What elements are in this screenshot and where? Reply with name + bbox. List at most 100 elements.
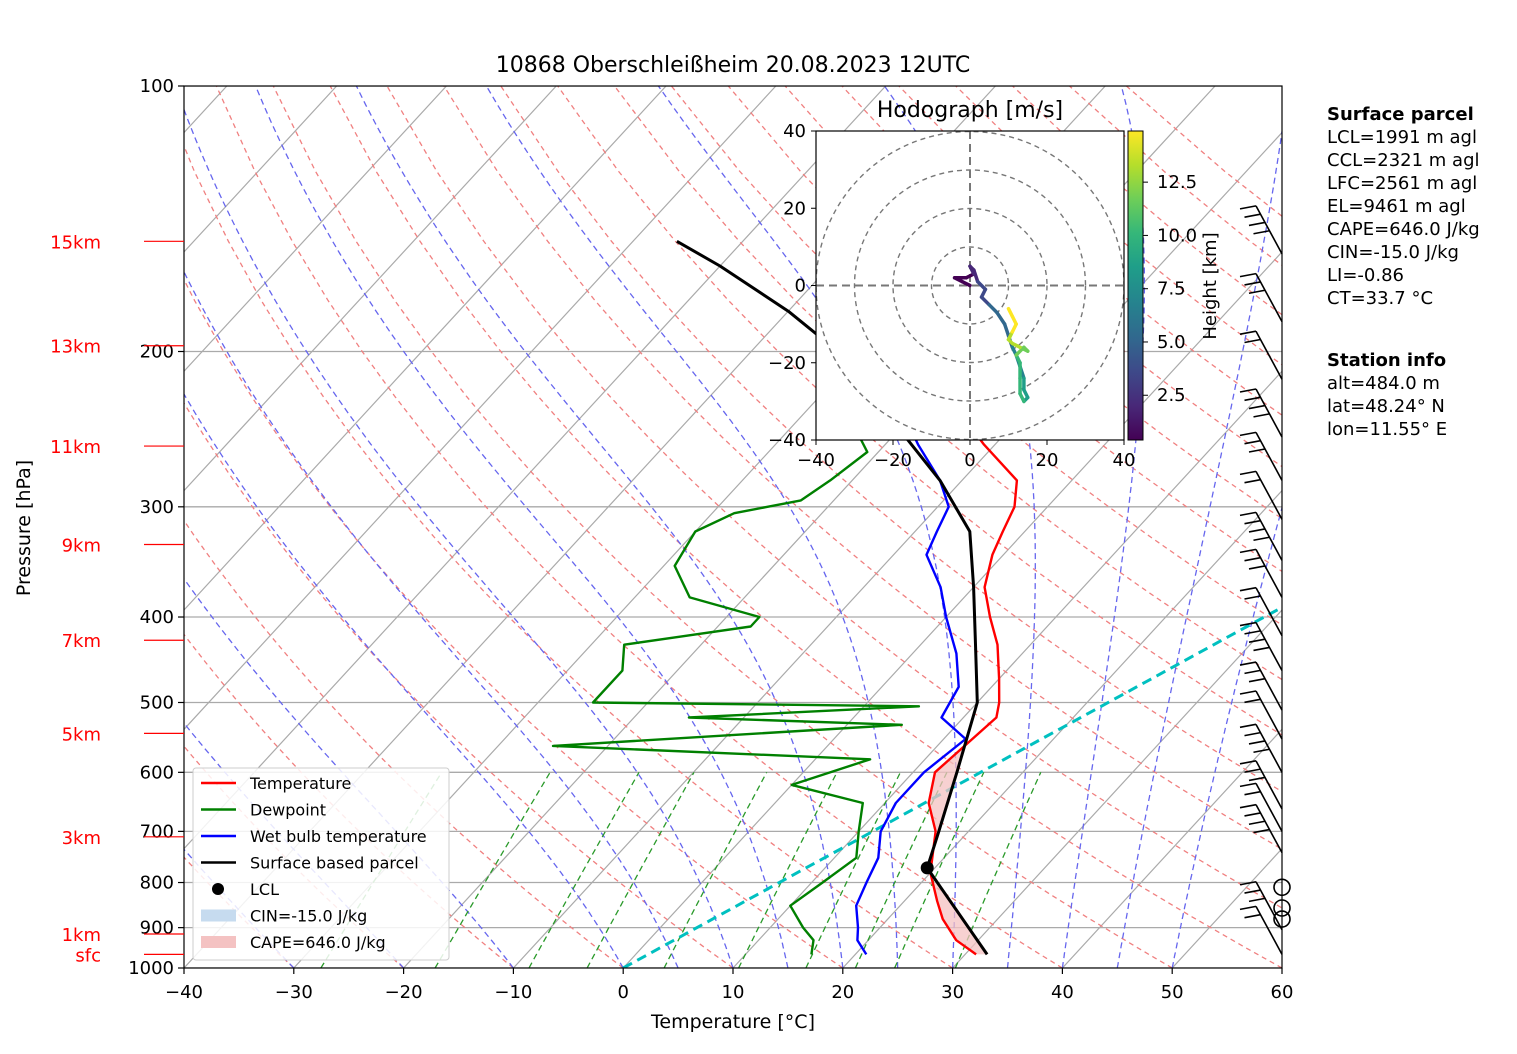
wind-barb-flag [1244,731,1261,737]
parcel-cape: CAPE=646.0 J/kg [1327,219,1480,240]
height-label: sfc [75,945,101,966]
hodograph-x-tick-label: 0 [964,450,975,471]
legend-box [192,767,450,961]
wind-barb-flag [1239,760,1257,765]
dry-adiabat [184,633,514,968]
wind-barb-flag [1248,677,1266,683]
hodograph-y-tick-label: 40 [783,121,806,142]
wind-barb-flag [1239,782,1257,788]
wind-barb-flag [1253,229,1270,235]
isotherm-line [184,86,557,492]
hodograph-ring [892,207,1048,364]
x-tick-label: −40 [165,982,203,1003]
lcl-marker [920,861,934,875]
isotherm-line [0,86,7,968]
wind-barb-flag [1248,404,1266,410]
isotherm-line [842,489,1282,968]
wind-barb-flag [1239,586,1257,592]
wind-barb-flag [1253,748,1270,754]
moist-adiabat [184,577,514,968]
wind-barb [1239,431,1283,481]
wind-barb [1239,723,1283,773]
x-tick-label: 50 [1161,982,1184,1003]
wind-barb-staff [1255,432,1283,481]
wind-barb-flag [1239,803,1257,809]
moist-adiabat [485,86,899,968]
wind-barb-flag [1248,820,1266,826]
hodograph-x-tick-label: 40 [1113,450,1136,471]
height-label: 3km [62,828,101,849]
hodograph: Hodograph [m/s] −40−40 −20 −20 0 0 20 20 40 40 2.5… [768,98,1221,471]
wind-barb-flag [1248,528,1266,533]
legend-label: Wet bulb temperature [250,827,427,846]
wind-barb [1239,661,1283,711]
hodograph-ring [930,246,1010,325]
wind-barb-flag [1244,478,1261,484]
dry-adiabat [443,86,1282,850]
wind-barb [1239,548,1283,598]
parcel-lcl: LCL=1991 m agl [1327,127,1477,148]
dry-adiabat [184,144,953,968]
wind-barb-flag [1248,221,1266,227]
wind-barb-flag [1244,790,1261,796]
parcel-el: EL=9461 m agl [1327,196,1466,217]
wind-barb-flag [1244,519,1261,525]
hodograph-y-tick-label: −20 [768,353,806,374]
wind-barb-flag [1244,595,1261,600]
y-tick-label: 900 [140,918,174,939]
wind-barb [1239,621,1283,671]
isotherm-line [184,86,777,731]
calm-wind-marker [1273,878,1291,897]
colorbar-label: Height [km] [1200,232,1221,339]
hodograph-trace [1006,306,1015,319]
colorbar-tick-label: 2.5 [1157,385,1186,406]
wind-barb [1239,330,1283,380]
wind-barb-flag [1239,470,1257,476]
chart-title: 10868 Oberschleißheim 20.08.2023 12UTC [496,53,971,78]
wind-barb-flag [1248,289,1266,295]
legend-label: CAPE=646.0 J/kg [250,933,386,952]
hodograph-y-tick-label: 20 [783,198,806,219]
x-tick-label: 0 [617,982,628,1003]
x-tick-label: 20 [831,982,854,1003]
hodograph-x-tick-label: 20 [1036,450,1059,471]
wind-barb-staff [1255,905,1283,955]
wind-barb-flag [1239,661,1257,666]
dry-adiabat [184,402,734,968]
cape-area [928,480,1017,832]
parcel-profile [676,239,989,956]
wind-barb-staff [1255,511,1283,561]
mixing-ratio-line [954,772,1042,968]
hodograph-title: Hodograph [m/s] [877,98,1063,123]
y-tick-label: 700 [140,821,174,842]
isotherm-line [952,609,1282,968]
wind-barb-flag [1244,213,1261,218]
y-axis-label: Pressure [hPa] [13,460,35,596]
x-tick-label: 10 [722,982,745,1003]
station-lon: lon=11.55° E [1327,419,1448,440]
wind-barb [1239,205,1283,255]
parcel-ct: CT=33.7 °C [1327,288,1434,309]
dry-adiabat [272,86,1173,968]
height-label: 15km [50,232,101,253]
hodograph-trace [975,279,988,292]
station-info-header: Station info [1327,350,1447,371]
wind-barb-flag [1239,205,1257,210]
station-alt: alt=484.0 m [1327,373,1440,394]
hodograph-trace [995,310,1007,326]
x-axis-label: Temperature [°C] [650,1011,815,1033]
wind-barb-flag [1239,272,1257,278]
calm-wind-marker [1273,899,1291,917]
legend-label: LCL [250,880,279,899]
colorbar-tick-label: 7.5 [1157,279,1186,300]
legend-label: CIN=-15.0 J/kg [250,907,367,926]
surface-parcel-header: Surface parcel [1327,104,1474,125]
wind-barb [1239,782,1283,832]
hodograph-colorbar [1127,130,1144,441]
legend-swatch [212,883,224,895]
wind-barb-flag [1244,630,1261,635]
height-label: 11km [50,437,101,458]
wind-barb-flag [1248,897,1266,903]
height-label: 9km [62,535,101,556]
wind-barb-flag [1244,698,1261,704]
